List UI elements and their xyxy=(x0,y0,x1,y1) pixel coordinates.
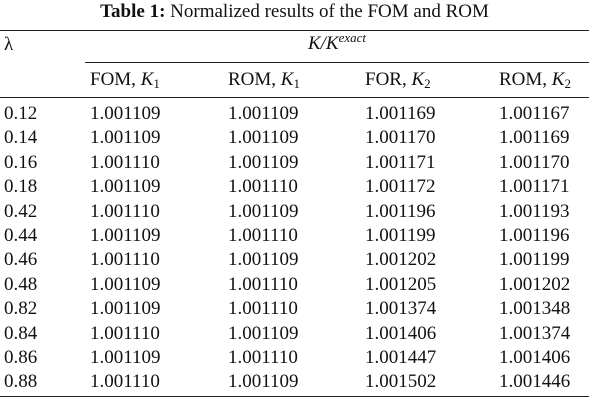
column-header: ROM, K2 xyxy=(499,69,571,91)
cell: 1.001109 xyxy=(228,322,299,344)
row-label: 0.14 xyxy=(4,127,38,149)
cell: 1.001110 xyxy=(90,371,160,393)
row-label: 0.82 xyxy=(4,298,38,320)
column-subscript: 2 xyxy=(424,76,431,91)
cell: 1.001374 xyxy=(499,322,571,344)
cell: 1.001202 xyxy=(499,273,571,295)
cell: 1.001171 xyxy=(365,151,436,173)
column-label: FOM, xyxy=(90,69,141,90)
cell: 1.001447 xyxy=(365,347,437,368)
cell: 1.001374 xyxy=(365,298,437,320)
column-subscript: 1 xyxy=(293,76,300,91)
cell: 1.001171 xyxy=(499,176,570,198)
row-label: 0.86 xyxy=(4,347,38,368)
cell: 1.001110 xyxy=(90,322,160,344)
row-label: 0.84 xyxy=(4,322,38,344)
bottom-rule xyxy=(0,396,589,397)
cell: 1.001109 xyxy=(90,225,161,246)
cell: 1.001202 xyxy=(365,249,437,271)
top-rule xyxy=(0,30,589,31)
column-label: FOR, xyxy=(365,69,412,90)
cell: 1.001110 xyxy=(90,151,160,173)
row-label: 0.12 xyxy=(4,103,38,124)
cell: 1.001446 xyxy=(499,371,571,393)
cell: 1.001109 xyxy=(228,151,299,173)
cell: 1.001110 xyxy=(228,273,298,295)
column-header: FOM, K1 xyxy=(90,69,160,91)
caption-label: Table 1: xyxy=(100,1,166,22)
row-label: 0.18 xyxy=(4,176,38,198)
column-label: ROM, xyxy=(228,69,281,90)
cell: 1.001110 xyxy=(228,347,298,368)
cell: 1.001110 xyxy=(90,200,160,222)
header-rule xyxy=(0,97,589,98)
cell: 1.001109 xyxy=(90,127,161,149)
cell: 1.001199 xyxy=(499,249,570,271)
column-symbol: K xyxy=(551,69,565,90)
cell: 1.001169 xyxy=(365,103,436,124)
cell: 1.001406 xyxy=(499,347,571,368)
row-label: 0.16 xyxy=(4,151,38,173)
column-subscript: 1 xyxy=(153,76,160,91)
column-subscript: 2 xyxy=(564,76,571,91)
cell: 1.001110 xyxy=(228,298,298,320)
group-header: K/Kexact xyxy=(85,30,589,55)
cell: 1.001406 xyxy=(365,322,437,344)
cell: 1.001205 xyxy=(365,273,437,295)
caption: Table 1: Normalized results of the FOM a… xyxy=(0,1,589,23)
column-symbol: K xyxy=(140,69,154,90)
caption-text: Normalized results of the FOM and ROM xyxy=(170,1,489,22)
row-label: 0.48 xyxy=(4,273,38,295)
cell: 1.001109 xyxy=(90,298,161,320)
cell: 1.001167 xyxy=(499,103,570,124)
cell: 1.001193 xyxy=(499,200,570,222)
cell: 1.001348 xyxy=(499,298,571,320)
column-symbol: K xyxy=(280,69,294,90)
row-header: λ xyxy=(4,34,14,55)
cell: 1.001110 xyxy=(228,176,298,198)
cell: 1.001109 xyxy=(90,273,161,295)
row-label: 0.46 xyxy=(4,249,38,271)
cell: 1.001109 xyxy=(90,176,161,198)
cell: 1.001110 xyxy=(90,249,160,271)
symbol: K xyxy=(325,33,339,54)
cell: 1.001199 xyxy=(365,225,436,246)
superscript: exact xyxy=(338,30,367,45)
cell: 1.001502 xyxy=(365,371,437,393)
cell: 1.001172 xyxy=(365,176,436,198)
cell: 1.001109 xyxy=(228,249,299,271)
cell: 1.001109 xyxy=(90,103,161,124)
cell: 1.001196 xyxy=(365,200,436,222)
column-label: ROM, xyxy=(499,69,552,90)
column-header: FOR, K2 xyxy=(365,69,431,91)
cell: 1.001109 xyxy=(228,200,299,222)
symbol: K xyxy=(307,33,321,54)
cell: 1.001109 xyxy=(228,103,299,124)
cell: 1.001170 xyxy=(499,151,570,173)
row-label: 0.42 xyxy=(4,200,38,222)
cell: 1.001196 xyxy=(499,225,570,246)
cell: 1.001170 xyxy=(365,127,436,149)
cell: 1.001109 xyxy=(228,127,299,149)
row-label: 0.44 xyxy=(4,225,38,246)
cell: 1.001110 xyxy=(228,225,298,246)
row-label: 0.88 xyxy=(4,371,38,393)
group-rule xyxy=(85,62,589,63)
column-symbol: K xyxy=(411,69,425,90)
separator: / xyxy=(320,33,326,54)
cell: 1.001109 xyxy=(228,371,299,393)
column-header: ROM, K1 xyxy=(228,69,300,91)
cell: 1.001109 xyxy=(90,347,161,368)
cell: 1.001169 xyxy=(499,127,570,149)
